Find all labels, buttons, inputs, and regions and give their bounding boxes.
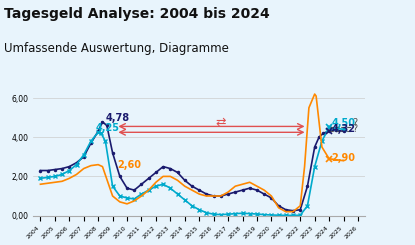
- Text: 4,32: 4,32: [331, 124, 355, 134]
- Text: Tagesgeld Analyse: 2004 bis 2024: Tagesgeld Analyse: 2004 bis 2024: [4, 7, 270, 21]
- Text: ?: ?: [352, 124, 357, 134]
- Text: 4,78: 4,78: [105, 112, 129, 122]
- Text: ⇄: ⇄: [216, 116, 226, 129]
- Text: 2,90: 2,90: [331, 153, 355, 163]
- Text: Umfassende Auswertung, Diagramme: Umfassende Auswertung, Diagramme: [4, 42, 229, 55]
- Text: 4,25: 4,25: [95, 123, 119, 133]
- Text: 4,50: 4,50: [331, 118, 355, 128]
- Text: ?: ?: [352, 118, 357, 128]
- Text: 2,60: 2,60: [117, 159, 141, 170]
